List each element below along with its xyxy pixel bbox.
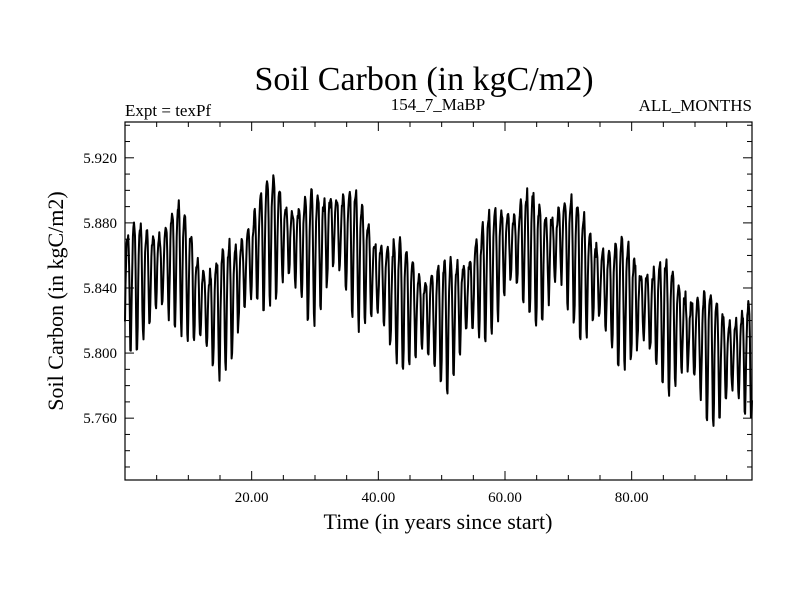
- months-label: ALL_MONTHS: [639, 96, 752, 115]
- experiment-label: Expt = texPf: [125, 101, 211, 120]
- x-axis-label: Time (in years since start): [324, 509, 553, 534]
- period-label: 154_7_MaBP: [391, 95, 485, 114]
- y-tick-label: 5.800: [83, 346, 117, 362]
- y-tick-label: 5.840: [83, 281, 117, 297]
- y-tick-label: 5.920: [83, 151, 117, 167]
- x-tick-label: 80.00: [615, 490, 649, 506]
- soil-carbon-series-line: [124, 174, 753, 427]
- x-tick-label: 60.00: [488, 490, 522, 506]
- y-tick-label: 5.760: [83, 411, 117, 427]
- y-axis-label: Soil Carbon (in kgC/m2): [43, 191, 68, 410]
- x-tick-label: 40.00: [361, 490, 395, 506]
- axis-tick-labels: 20.00 40.00 60.00 80.00 5.760 5.800 5.840 5.880…: [83, 151, 648, 506]
- x-tick-label: 20.00: [235, 490, 269, 506]
- chart-title: Soil Carbon (in kgC/m2): [254, 61, 593, 98]
- y-tick-label: 5.880: [83, 216, 117, 232]
